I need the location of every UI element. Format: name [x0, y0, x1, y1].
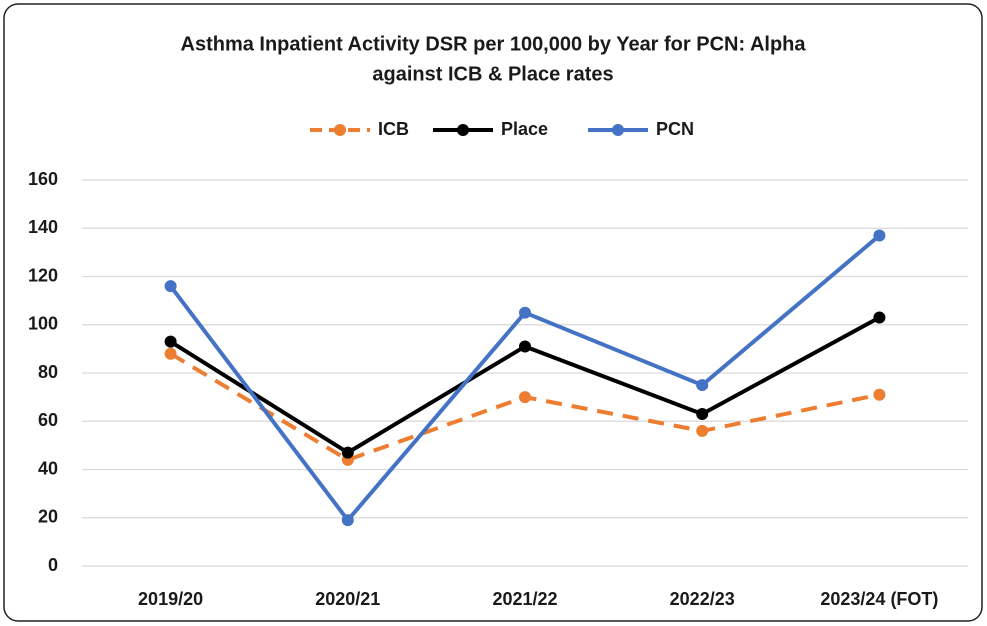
y-tick-label: 140 — [28, 217, 58, 237]
point — [341, 514, 354, 527]
chart-border — [3, 3, 983, 622]
y-tick-label: 60 — [38, 410, 58, 430]
chart-title: Asthma Inpatient Activity DSR per 100,00… — [181, 33, 807, 55]
legend-marker — [612, 124, 624, 136]
x-tick-label: 2023/24 (FOT) — [820, 589, 938, 609]
x-tick-label: 2020/21 — [315, 589, 380, 609]
point — [341, 446, 354, 459]
chart-title: against ICB & Place rates — [372, 63, 613, 85]
point — [873, 229, 886, 242]
legend-label: PCN — [656, 119, 694, 139]
y-tick-label: 20 — [38, 507, 58, 527]
point — [873, 311, 886, 324]
y-tick-label: 120 — [28, 265, 58, 285]
y-tick-label: 160 — [28, 169, 58, 189]
point — [696, 379, 709, 392]
point — [873, 388, 886, 401]
legend-label: ICB — [378, 119, 409, 139]
point — [164, 335, 177, 348]
legend-marker — [334, 124, 346, 136]
legend-label: Place — [501, 119, 548, 139]
y-tick-label: 0 — [48, 555, 58, 575]
point — [696, 408, 709, 421]
point — [519, 306, 531, 319]
point — [519, 391, 531, 404]
legend-marker — [457, 124, 469, 136]
y-tick-label: 40 — [38, 458, 58, 478]
y-tick-label: 100 — [28, 314, 58, 334]
point — [696, 424, 709, 437]
point — [164, 347, 177, 360]
point — [519, 340, 531, 353]
point — [164, 280, 177, 293]
y-tick-label: 80 — [38, 362, 58, 382]
x-tick-label: 2022/23 — [670, 589, 735, 609]
x-tick-label: 2021/22 — [492, 589, 557, 609]
x-tick-label: 2019/20 — [138, 589, 203, 609]
